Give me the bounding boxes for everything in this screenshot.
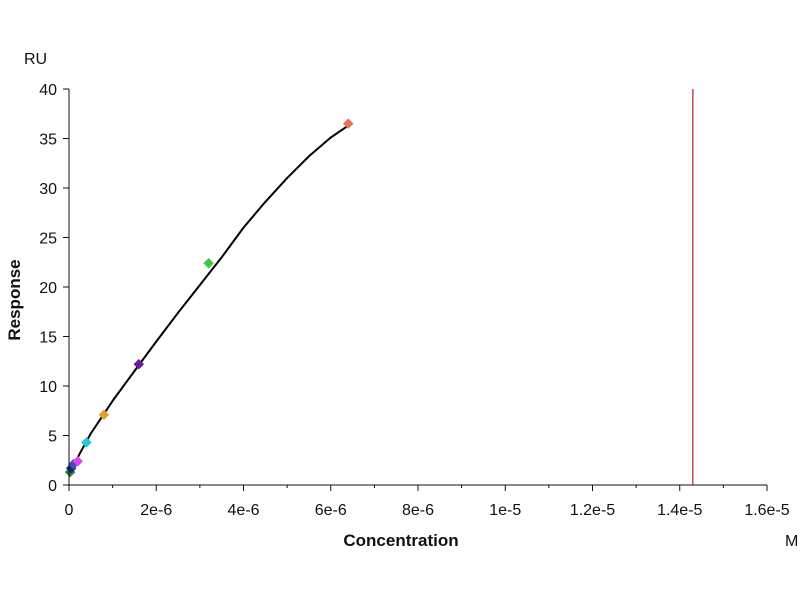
data-points-layer bbox=[64, 118, 354, 478]
x-tick-label: 2e-6 bbox=[140, 502, 172, 519]
y-tick-label: 20 bbox=[39, 280, 57, 297]
x-tick-label: 1.4e-5 bbox=[657, 502, 702, 519]
data-point bbox=[98, 409, 110, 421]
x-tick-label: 1.2e-5 bbox=[570, 502, 615, 519]
fit-curve-layer bbox=[68, 124, 349, 476]
y-tick-label: 30 bbox=[39, 181, 57, 198]
y-tick-label: 15 bbox=[39, 330, 57, 347]
x-tick-label: 0 bbox=[65, 502, 74, 519]
x-tick-label: 8e-6 bbox=[402, 502, 434, 519]
data-point bbox=[342, 118, 354, 130]
x-axis-unit: M bbox=[785, 533, 798, 550]
x-axis-ticks: 0 2e-6 4e-6 6e-6 8e-6 1e-5 1.2e-5 1.4e-5 1.6e-5 bbox=[65, 485, 790, 519]
x-tick-label: 4e-6 bbox=[227, 502, 259, 519]
y-axis-unit: RU bbox=[24, 51, 47, 68]
data-point bbox=[203, 257, 214, 269]
data-point bbox=[72, 455, 84, 467]
x-tick-label: 6e-6 bbox=[315, 502, 347, 519]
x-tick-label: 1e-5 bbox=[489, 502, 521, 519]
y-axis-title: Response bbox=[5, 259, 24, 340]
x-tick-label: 1.6e-5 bbox=[744, 502, 789, 519]
y-tick-label: 40 bbox=[39, 82, 57, 99]
y-tick-label: 35 bbox=[39, 132, 57, 149]
fit-curve bbox=[68, 124, 349, 476]
y-axis-ticks: 0 5 10 15 20 25 30 35 40 bbox=[39, 82, 69, 495]
y-tick-label: 0 bbox=[48, 478, 57, 495]
y-tick-label: 10 bbox=[39, 379, 57, 396]
data-point bbox=[81, 437, 92, 448]
data-point bbox=[133, 358, 145, 370]
y-tick-label: 5 bbox=[48, 429, 57, 446]
y-tick-label: 25 bbox=[39, 231, 57, 248]
axes-layer bbox=[68, 89, 767, 486]
x-axis-title: Concentration bbox=[343, 531, 458, 550]
